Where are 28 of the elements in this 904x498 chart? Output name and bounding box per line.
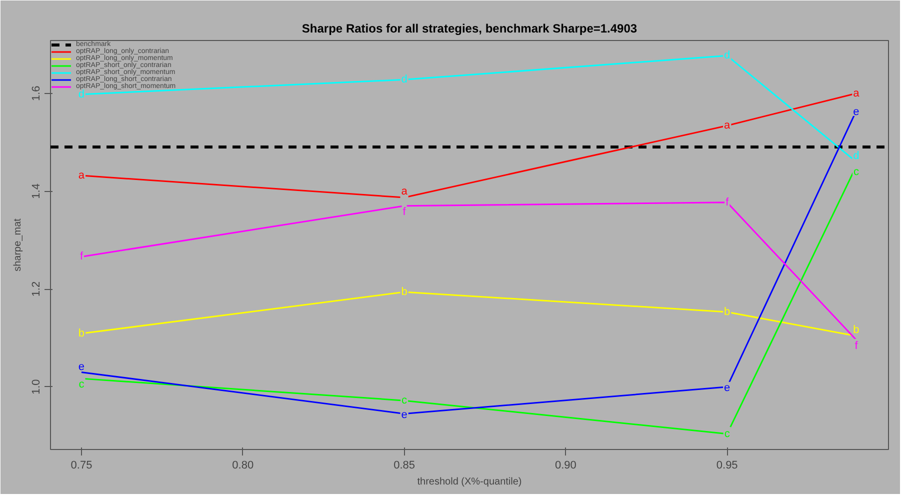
x-tick-label: 0.85 <box>394 460 416 472</box>
x-tick-label: 0.80 <box>232 460 254 472</box>
data-label: e <box>724 382 730 394</box>
data-label: f <box>854 340 859 352</box>
data-label: b <box>78 328 85 340</box>
x-tick-label: 0.75 <box>70 460 92 472</box>
data-label: a <box>853 87 860 100</box>
data-label: e <box>78 361 85 374</box>
chart-title: Sharpe Ratios for all strategies, benchmark Sharpe=1.4903 <box>302 22 638 36</box>
data-label: a <box>401 186 408 198</box>
data-label: b <box>853 324 860 336</box>
data-label: d <box>853 150 860 162</box>
data-label: d <box>78 88 85 100</box>
y-tick-label: 1.2 <box>30 281 42 297</box>
y-tick-label: 1.0 <box>30 379 42 395</box>
y-tick-label: 1.4 <box>30 184 42 199</box>
data-label: e <box>853 106 860 118</box>
y-tick-label: 1.6 <box>30 86 42 101</box>
data-label: f <box>402 206 407 218</box>
data-label: f <box>80 250 84 263</box>
data-label: c <box>78 378 85 391</box>
x-axis-title: threshold (X%-quantile) <box>417 476 522 488</box>
data-label: a <box>78 170 86 182</box>
x-tick-label: 0.95 <box>716 460 738 472</box>
data-label: e <box>401 408 408 421</box>
x-tick-label: 0.90 <box>554 460 576 472</box>
y-axis-title: sharpe_mat <box>12 218 24 272</box>
data-label: c <box>853 166 860 178</box>
